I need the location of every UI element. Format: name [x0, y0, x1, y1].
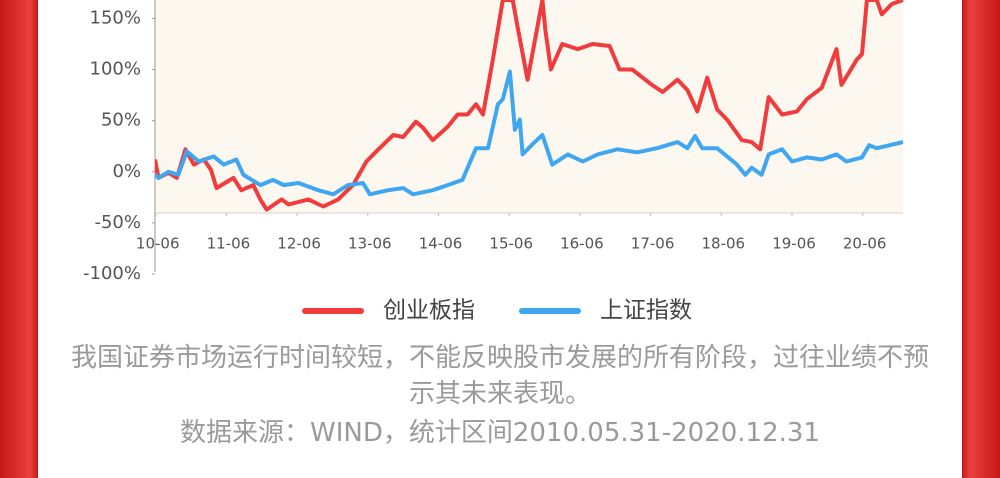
- legend-label: 创业板指: [383, 298, 475, 324]
- x-tick-label: 20-06: [843, 235, 887, 253]
- x-tick-label: 15-06: [489, 235, 533, 253]
- y-tick-label: -100%: [83, 263, 141, 284]
- y-tick-label: 0%: [112, 161, 141, 182]
- series-line: [155, 69, 904, 197]
- x-tick-label: 18-06: [702, 235, 746, 253]
- x-tick-label: 13-06: [348, 235, 392, 253]
- x-tick-label: 10-06: [136, 235, 180, 253]
- lines: [155, 0, 904, 212]
- y-tick-label: 150%: [90, 7, 141, 28]
- y-tick-label: 100%: [90, 59, 141, 80]
- x-tick-label: 16-06: [560, 235, 604, 253]
- y-tick-label: 50%: [101, 110, 141, 131]
- x-tick-label: 19-06: [772, 235, 816, 253]
- chart: 150% 100% 50% 0% -50% -100% 10-06 11-06 12-06 13-…: [83, 0, 904, 324]
- x-tick-label: 12-06: [277, 235, 321, 253]
- legend-label: 上证指数: [600, 298, 692, 324]
- source-note: 数据来源：WIND，统计区间2010.05.31-2020.12.31: [180, 418, 820, 448]
- x-tick-label: 17-06: [631, 235, 675, 253]
- series-line: [155, 0, 904, 212]
- x-tick-label: 14-06: [419, 235, 463, 253]
- x-tick-label: 11-06: [207, 235, 251, 253]
- y-tick-label: -50%: [94, 212, 141, 233]
- disclaimer: 我国证券市场运行时间较短，不能反映股市发展的所有阶段，过往业绩不预示其未来表现。: [70, 343, 929, 409]
